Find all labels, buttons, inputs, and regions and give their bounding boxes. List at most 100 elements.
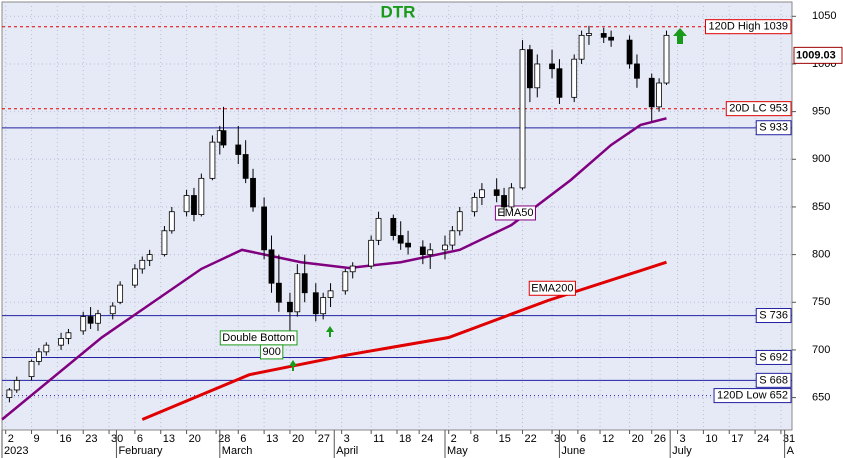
x-tick-label: 10 bbox=[705, 433, 717, 445]
x-tick-label: 18 bbox=[399, 433, 411, 445]
candle-body bbox=[139, 259, 146, 270]
month-label: July bbox=[672, 445, 692, 457]
annotation: Double Bottom bbox=[222, 332, 295, 344]
level-label: S 736 bbox=[759, 310, 788, 322]
candle-body bbox=[600, 33, 607, 38]
candle-body bbox=[534, 63, 541, 89]
candle-body bbox=[6, 389, 13, 398]
x-tick-label: 15 bbox=[499, 433, 511, 445]
level-label: 120D High 1039 bbox=[708, 21, 788, 33]
candle-body bbox=[608, 36, 615, 41]
annotation: 900 bbox=[262, 346, 280, 358]
candle-body bbox=[287, 301, 293, 313]
ema-label: EMA200 bbox=[531, 282, 573, 294]
level-label-box bbox=[704, 19, 792, 35]
annotation-box bbox=[219, 330, 298, 346]
candle-body bbox=[131, 268, 138, 286]
candle-body bbox=[146, 254, 153, 261]
candle-body bbox=[250, 177, 256, 208]
candle-body bbox=[663, 34, 670, 84]
x-tick-label: 11 bbox=[373, 433, 384, 445]
x-tick-label: 16 bbox=[59, 433, 71, 445]
candle-body bbox=[65, 332, 72, 339]
level-label: S 692 bbox=[759, 351, 788, 363]
candle-body bbox=[109, 305, 116, 315]
y-tick-label: 850 bbox=[812, 201, 830, 213]
level-label-box bbox=[725, 101, 792, 117]
level-label: 20D LC 953 bbox=[729, 103, 788, 115]
x-tick-label: 20 bbox=[189, 433, 201, 445]
x-tick-label: 20 bbox=[292, 433, 304, 445]
level-label-box bbox=[755, 120, 792, 136]
candle-body bbox=[275, 282, 282, 303]
x-tick-label: 30 bbox=[554, 433, 566, 445]
candle-body bbox=[168, 211, 175, 232]
candle-body bbox=[13, 380, 20, 391]
candle-body bbox=[342, 271, 349, 292]
candle-body bbox=[648, 77, 655, 108]
chart-title: DTR bbox=[381, 2, 416, 21]
candle-body bbox=[327, 290, 334, 298]
month-label: May bbox=[447, 445, 468, 457]
candle-body bbox=[312, 292, 319, 315]
y-tick-label: 700 bbox=[812, 344, 830, 356]
candle-body bbox=[526, 49, 533, 89]
x-tick-label: 13 bbox=[163, 433, 175, 445]
x-tick-label: 9 bbox=[34, 433, 40, 445]
arrow bbox=[673, 28, 687, 44]
candle-body bbox=[87, 316, 94, 324]
x-tick-label: 2 bbox=[8, 433, 14, 445]
arrow bbox=[326, 326, 334, 337]
candle-body bbox=[220, 130, 227, 146]
level-label: S 933 bbox=[759, 122, 788, 134]
candle-body bbox=[191, 195, 197, 215]
x-tick-label: 13 bbox=[266, 433, 278, 445]
arrow bbox=[289, 360, 297, 371]
ema-line bbox=[1, 117, 667, 421]
x-tick-label: 20 bbox=[632, 433, 644, 445]
x-tick-label: 22 bbox=[525, 433, 537, 445]
month-label: June bbox=[561, 445, 585, 457]
month-label: 2023 bbox=[4, 445, 28, 457]
candle-body bbox=[442, 244, 448, 251]
x-tick-label: 12 bbox=[602, 433, 614, 445]
candle-body bbox=[519, 49, 526, 189]
candle-body bbox=[449, 230, 456, 246]
level-label-box bbox=[713, 388, 792, 404]
level-label-box bbox=[755, 372, 792, 388]
candle-body bbox=[43, 344, 50, 353]
last-price-label: 1009.03 bbox=[796, 49, 836, 61]
x-tick-label: 6 bbox=[137, 433, 143, 445]
level-label-box bbox=[755, 349, 792, 365]
x-tick-label: 3 bbox=[344, 433, 350, 445]
month-label: April bbox=[336, 445, 358, 457]
candle-body bbox=[501, 195, 507, 208]
candle-body bbox=[508, 187, 515, 208]
candle-body bbox=[36, 351, 42, 362]
candle-body bbox=[626, 39, 633, 65]
month-label: February bbox=[118, 445, 163, 457]
x-tick-label: 28 bbox=[218, 433, 230, 445]
level-label: 120D Low 652 bbox=[717, 390, 788, 402]
candle-body bbox=[95, 313, 101, 324]
ema-label-box bbox=[528, 280, 576, 296]
candle-body bbox=[80, 316, 87, 332]
x-tick-label: 27 bbox=[318, 433, 330, 445]
candle-body bbox=[117, 284, 124, 303]
candle-body bbox=[471, 197, 478, 213]
candle-body bbox=[209, 141, 216, 179]
candle-body bbox=[198, 177, 205, 215]
candle-body bbox=[419, 246, 426, 256]
x-tick-label: 2 bbox=[451, 433, 457, 445]
x-tick-label: 6 bbox=[580, 433, 586, 445]
candle-body bbox=[320, 297, 327, 315]
x-tick-label: 24 bbox=[421, 433, 433, 445]
candle-body bbox=[634, 63, 640, 79]
candle-body bbox=[301, 273, 308, 294]
y-tick-label: 750 bbox=[812, 296, 830, 308]
y-tick-label: 900 bbox=[812, 153, 830, 165]
candle-body bbox=[405, 242, 411, 248]
candle-body bbox=[571, 58, 578, 98]
